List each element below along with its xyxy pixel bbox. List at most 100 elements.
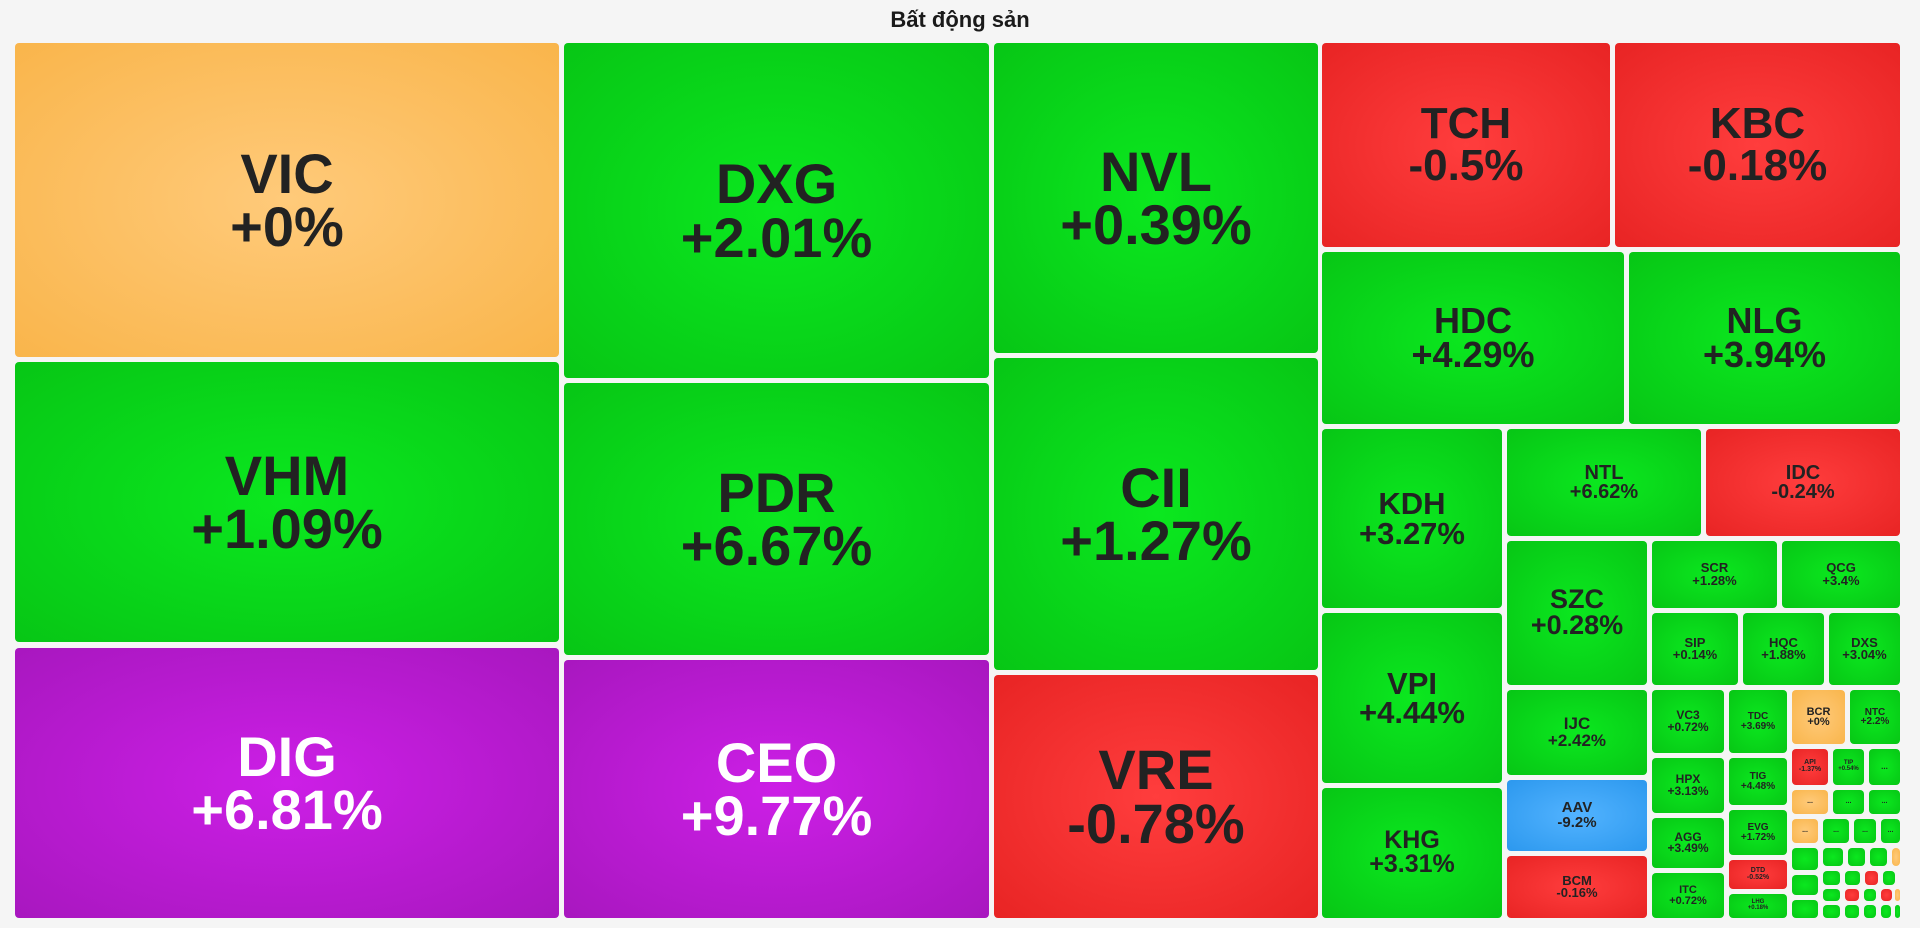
tile-symbol: ...: [1807, 797, 1813, 805]
treemap-tile-small-60[interactable]: [1864, 889, 1876, 901]
treemap-tile-itc[interactable]: ITC +0.72%: [1652, 873, 1724, 918]
treemap-tile-khg[interactable]: KHG +3.31%: [1322, 788, 1502, 918]
treemap-tile-small-50[interactable]: [1848, 848, 1865, 866]
treemap-tile-api[interactable]: API -1.37%: [1792, 749, 1828, 785]
tile-symbol: PDR: [717, 460, 836, 524]
tile-symbol: QCG: [1826, 560, 1856, 576]
tile-symbol: AAV: [1561, 799, 1593, 817]
treemap-tile-hpx[interactable]: HPX +3.13%: [1652, 758, 1724, 813]
treemap-tile-vhm[interactable]: VHM +1.09%: [15, 362, 559, 642]
treemap-tile-tig[interactable]: TIG +4.48%: [1729, 758, 1787, 805]
treemap-tile-small-52[interactable]: [1892, 848, 1900, 866]
treemap-tile-small-46[interactable]: ...: [1854, 819, 1876, 843]
treemap-tile-small-51[interactable]: [1870, 848, 1887, 866]
treemap-tile-szc[interactable]: SZC +0.28%: [1507, 541, 1647, 685]
treemap-tile-ntl[interactable]: NTL +6.62%: [1507, 429, 1701, 536]
treemap-tile-small-61[interactable]: [1881, 889, 1892, 901]
treemap-tile-small-69[interactable]: [1866, 905, 1871, 910]
treemap-tile-idc[interactable]: IDC -0.24%: [1706, 429, 1900, 536]
treemap-tile-small-56[interactable]: [1865, 871, 1878, 885]
treemap-tile-lhg[interactable]: LHG +0.18%: [1729, 894, 1787, 918]
treemap-tile-ceo[interactable]: CEO +9.77%: [564, 660, 989, 918]
treemap-tile-small-59[interactable]: [1845, 889, 1859, 901]
tile-symbol: TIG: [1749, 771, 1767, 782]
tile-change: +4.29%: [1411, 334, 1535, 375]
treemap-tile-small-49[interactable]: [1823, 848, 1843, 866]
tile-symbol: NVL: [1100, 139, 1212, 203]
tile-change: +3.49%: [1667, 841, 1709, 855]
tile-symbol: IDC: [1785, 461, 1821, 484]
treemap-tile-small-64[interactable]: [1845, 905, 1859, 918]
tile-symbol: CII: [1120, 455, 1192, 519]
treemap-tile-evg[interactable]: EVG +1.72%: [1729, 810, 1787, 855]
treemap-tile-small-47[interactable]: ...: [1881, 819, 1900, 843]
tile-symbol: CEO: [715, 730, 838, 794]
treemap-tile-qcg[interactable]: QCG +3.4%: [1782, 541, 1900, 608]
treemap-tile-small-43[interactable]: ...: [1869, 790, 1900, 814]
tile-symbol: VIC: [240, 141, 334, 205]
treemap-tile-dtd[interactable]: DTD -0.52%: [1729, 860, 1787, 889]
tile-symbol: ...: [1862, 826, 1868, 834]
tile-symbol: VPI: [1387, 665, 1437, 701]
tile-symbol: IJC: [1563, 714, 1591, 734]
treemap-tile-small-48[interactable]: [1792, 848, 1818, 870]
treemap-tile-small-40[interactable]: ...: [1869, 749, 1900, 785]
treemap-tile-small-42[interactable]: ...: [1833, 790, 1864, 814]
treemap-tile-small-57[interactable]: [1883, 871, 1895, 885]
treemap-tile-scr[interactable]: SCR +1.28%: [1652, 541, 1777, 608]
treemap-tile-kbc[interactable]: KBC -0.18%: [1615, 43, 1900, 247]
treemap-tile-small-53[interactable]: [1792, 875, 1818, 895]
treemap-tile-dxg[interactable]: DXG +2.01%: [564, 43, 989, 378]
treemap-tile-cii[interactable]: CII +1.27%: [994, 358, 1318, 670]
treemap-tile-vre[interactable]: VRE -0.78%: [994, 675, 1318, 918]
tile-change: +3.27%: [1358, 515, 1465, 551]
treemap-tile-dxs[interactable]: DXS +3.04%: [1829, 613, 1900, 685]
treemap-tile-tip[interactable]: TIP +0.54%: [1833, 749, 1864, 785]
treemap-tile-bcr[interactable]: BCR +0%: [1792, 690, 1845, 744]
tile-change: +1.28%: [1692, 572, 1737, 588]
treemap-tile-nvl[interactable]: NVL +0.39%: [994, 43, 1318, 353]
tile-symbol: BCM: [1562, 872, 1592, 888]
treemap-tile-small-68[interactable]: [1895, 905, 1900, 918]
treemap-tile-small-62[interactable]: [1792, 900, 1818, 918]
treemap-tile-hqc[interactable]: HQC +1.88%: [1743, 613, 1824, 685]
treemap-tile-agg[interactable]: AGG +3.49%: [1652, 818, 1724, 868]
treemap-tile-ntc[interactable]: NTC +2.2%: [1850, 690, 1900, 744]
tile-symbol: HQC: [1769, 634, 1798, 650]
treemap-tile-kdh[interactable]: KDH +3.27%: [1322, 429, 1502, 608]
treemap-tile-hdc[interactable]: HDC +4.29%: [1322, 252, 1624, 424]
chart-title: Bất động sản: [890, 7, 1030, 32]
treemap-tile-pdr[interactable]: PDR +6.67%: [564, 383, 989, 655]
treemap-tile-small-63[interactable]: [1823, 905, 1840, 918]
treemap-tile-small-58[interactable]: [1823, 889, 1840, 901]
treemap-tile-vic[interactable]: VIC +0%: [15, 43, 559, 357]
treemap-tile-small-44[interactable]: ...: [1792, 819, 1818, 843]
tile-change: +0.28%: [1530, 610, 1624, 640]
treemap-tile-small-55[interactable]: [1845, 871, 1860, 885]
tile-symbol: ...: [1881, 797, 1888, 805]
treemap-tile-vc3[interactable]: VC3 +0.72%: [1652, 690, 1724, 753]
treemap-tile-bcm[interactable]: BCM -0.16%: [1507, 856, 1647, 918]
treemap-tile-tch[interactable]: TCH -0.5%: [1322, 43, 1610, 247]
treemap-tile-small-54[interactable]: [1823, 871, 1840, 885]
treemap-tile-vpi[interactable]: VPI +4.44%: [1322, 613, 1502, 783]
tile-change: +3.04%: [1842, 647, 1887, 662]
tile-symbol: TIP: [1843, 760, 1854, 767]
tile-change: -0.52%: [1746, 873, 1770, 881]
treemap-tile-aav[interactable]: AAV -9.2%: [1507, 780, 1647, 851]
treemap-tile-nlg[interactable]: NLG +3.94%: [1629, 252, 1900, 424]
treemap-tile-small-67[interactable]: [1895, 889, 1900, 901]
treemap-tile-small-66[interactable]: [1881, 905, 1891, 918]
tile-symbol: VHM: [224, 443, 350, 507]
treemap-tile-sip[interactable]: SIP +0.14%: [1652, 613, 1738, 685]
tile-change: +3.13%: [1667, 783, 1709, 798]
tile-symbol: SIP: [1684, 634, 1706, 650]
treemap-tile-small-45[interactable]: ...: [1823, 819, 1849, 843]
treemap-tile-ijc[interactable]: IJC +2.42%: [1507, 690, 1647, 775]
tile-change: +4.48%: [1740, 780, 1776, 792]
tile-symbol: LHG: [1751, 899, 1765, 906]
treemap-tile-small-41[interactable]: ...: [1792, 790, 1828, 814]
treemap-tile-tdc[interactable]: TDC +3.69%: [1729, 690, 1787, 753]
tile-symbol: ITC: [1679, 884, 1697, 897]
treemap-tile-dig[interactable]: DIG +6.81%: [15, 648, 559, 918]
